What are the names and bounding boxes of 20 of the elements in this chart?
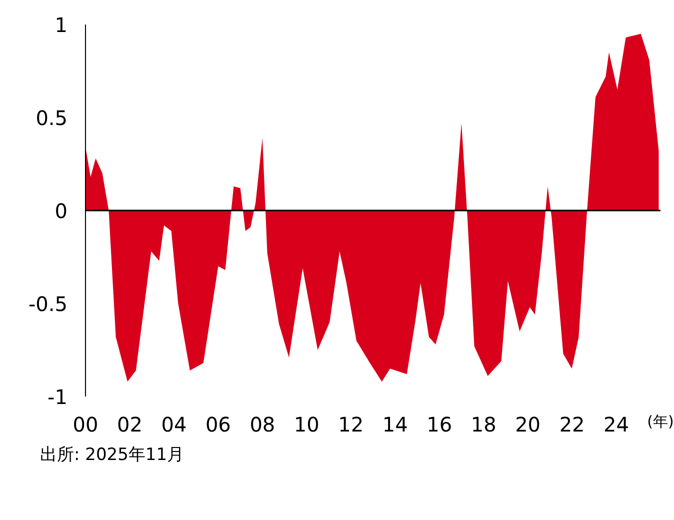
x-axis-title: (年) <box>647 412 674 430</box>
y-tick-label: -0.5 <box>28 292 68 316</box>
x-tick-label: 02 <box>117 412 142 436</box>
x-tick-label: 14 <box>382 412 408 436</box>
y-tick-label: -1 <box>48 385 68 409</box>
y-tick-label: 1 <box>54 13 68 37</box>
x-tick-label: 18 <box>470 412 496 436</box>
text: 出所: 2025年11月 <box>40 445 184 466</box>
x-tick-label: 04 <box>161 412 187 436</box>
x-tick-label: 00 <box>72 412 98 436</box>
x-tick-label: 06 <box>205 412 231 436</box>
y-tick-label: 0.5 <box>36 106 68 130</box>
x-tick-label: 16 <box>426 412 452 436</box>
y-tick-label: 0 <box>54 199 68 223</box>
x-tick-label: 10 <box>294 412 320 436</box>
x-tick-label: 22 <box>559 412 585 436</box>
x-tick-label: 20 <box>515 412 541 436</box>
x-tick-label: 08 <box>250 412 276 436</box>
x-tick-label: 24 <box>604 412 629 436</box>
x-tick-label: 12 <box>338 412 364 436</box>
